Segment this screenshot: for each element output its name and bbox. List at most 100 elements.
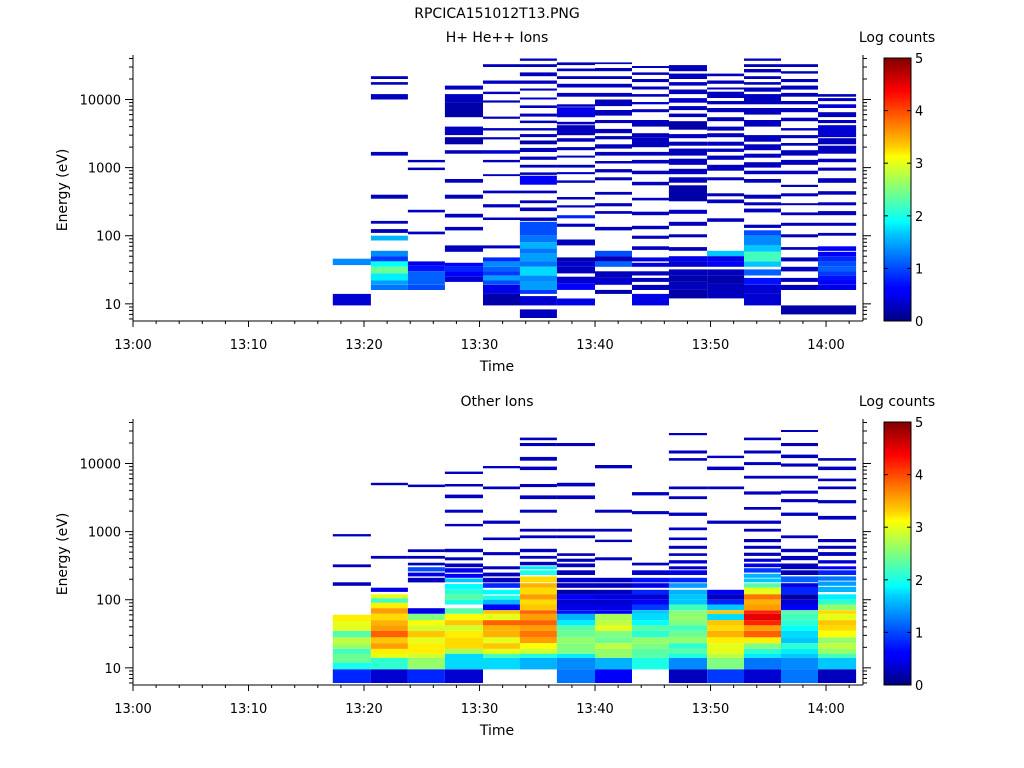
heatmap-cell — [519, 566, 557, 570]
heatmap-cell — [556, 613, 595, 621]
heatmap-cell — [632, 511, 669, 515]
heatmap-cell — [444, 179, 483, 183]
heatmap-cell — [707, 73, 745, 77]
heatmap-cell — [781, 79, 818, 83]
heatmap-cell — [444, 523, 483, 527]
heatmap-cell — [707, 126, 745, 131]
heatmap-cell — [781, 128, 818, 131]
heatmap-cell — [407, 577, 445, 583]
heatmap-cell — [744, 539, 781, 543]
heatmap-cell — [370, 284, 408, 290]
heatmap-cell — [370, 630, 408, 638]
heatmap-cell — [668, 458, 707, 461]
heatmap-cell — [668, 657, 707, 670]
heatmap-cell — [781, 150, 818, 156]
heatmap-cell — [370, 669, 408, 683]
h-he-ions-panel: H+ He++ Ions 13:00 13:10 13:20 13:30 13:40 13… — [55, 30, 935, 375]
heatmap-cell — [407, 643, 445, 654]
heatmap-cell — [444, 637, 483, 649]
heatmap-cell — [370, 151, 408, 156]
heatmap-cell — [444, 484, 483, 487]
heatmap-cell — [332, 669, 371, 683]
heatmap-cell — [407, 608, 445, 614]
heatmap-cell — [744, 208, 781, 213]
colorbar-tick-label: 4 — [915, 105, 923, 120]
heatmap-cell — [556, 669, 595, 683]
heatmap-cell — [595, 68, 632, 72]
heatmap-cell — [483, 595, 520, 600]
heatmap-cell — [519, 164, 557, 168]
heatmap-cell — [744, 179, 781, 183]
heatmap-cell — [519, 599, 557, 605]
heatmap-cell — [781, 657, 818, 670]
heatmap-cell — [707, 613, 745, 621]
heatmap-cell — [556, 637, 595, 644]
colorbar-tick-label: 1 — [915, 626, 923, 641]
heatmap-cell — [595, 83, 632, 88]
heatmap-cell — [556, 643, 595, 654]
other-ions-panel: Other Ions 13:00 13:10 13:20 13:30 13:40 13:5… — [55, 394, 935, 739]
heatmap-cell — [556, 599, 595, 605]
heatmap-cell — [332, 582, 371, 586]
heatmap-cell — [707, 148, 745, 152]
x-tick-label: 13:20 — [345, 338, 382, 353]
heatmap-cell — [407, 484, 445, 488]
heatmap-cell — [407, 620, 445, 626]
heatmap-cell — [781, 620, 818, 626]
heatmap-cell — [781, 490, 818, 494]
heatmap-cell — [744, 69, 781, 73]
heatmap-cell — [483, 280, 520, 285]
heatmap-cell — [707, 261, 745, 267]
heatmap-cell — [444, 613, 483, 621]
heatmap-cell — [744, 587, 781, 595]
heatmap-cell — [595, 76, 632, 79]
heatmap-cell — [668, 512, 707, 516]
heatmap-cell — [483, 604, 520, 611]
heatmap-cell — [781, 159, 818, 165]
heatmap-cell — [556, 276, 595, 284]
heatmap-cell — [519, 637, 557, 644]
heatmap-cell — [595, 657, 632, 670]
heatmap-cell — [483, 566, 520, 570]
heatmap-cell — [781, 570, 818, 575]
heatmap-cell — [483, 572, 520, 577]
heatmap-cell — [519, 242, 557, 249]
heatmap-cell — [444, 126, 483, 136]
heatmap-cell — [519, 58, 557, 61]
heatmap-cell — [818, 232, 857, 236]
heatmap-cell — [744, 599, 781, 605]
heatmap-cell — [668, 537, 707, 541]
heatmap-cell — [744, 235, 781, 246]
heatmap-cell — [781, 247, 818, 250]
y-tick-label: 10 — [104, 662, 121, 677]
colorbar-tick-label: 0 — [915, 679, 923, 694]
heatmap-cell — [519, 147, 557, 152]
x-tick-label: 13:10 — [230, 702, 267, 717]
heatmap-cell — [556, 583, 595, 588]
heatmap-cell — [519, 207, 557, 212]
heatmap-cell — [744, 528, 781, 532]
heatmap-cell — [519, 64, 557, 67]
heatmap-cell — [668, 234, 707, 238]
heatmap-cell — [519, 625, 557, 631]
heatmap-cell — [744, 162, 781, 168]
heatmap-cell — [668, 637, 707, 644]
heatmap-cell — [632, 583, 669, 588]
heatmap-cell — [744, 202, 781, 206]
panel-title-other: Other Ions — [460, 394, 533, 410]
heatmap-cell — [818, 158, 857, 163]
heatmap-cell — [556, 553, 595, 556]
heatmap-cell — [407, 637, 445, 644]
heatmap-cell — [707, 269, 745, 276]
heatmap-cell — [781, 599, 818, 605]
heatmap-cell — [781, 108, 818, 113]
heatmap-cell — [595, 589, 632, 595]
heatmap-cell — [483, 150, 520, 154]
heatmap-cell — [556, 657, 595, 670]
heatmap-cell — [332, 564, 371, 568]
heatmap-cell — [707, 466, 745, 471]
heatmap-cell — [818, 191, 857, 195]
heatmap-cell — [444, 625, 483, 631]
heatmap-cell — [818, 167, 857, 171]
heatmap-cell — [483, 620, 520, 626]
